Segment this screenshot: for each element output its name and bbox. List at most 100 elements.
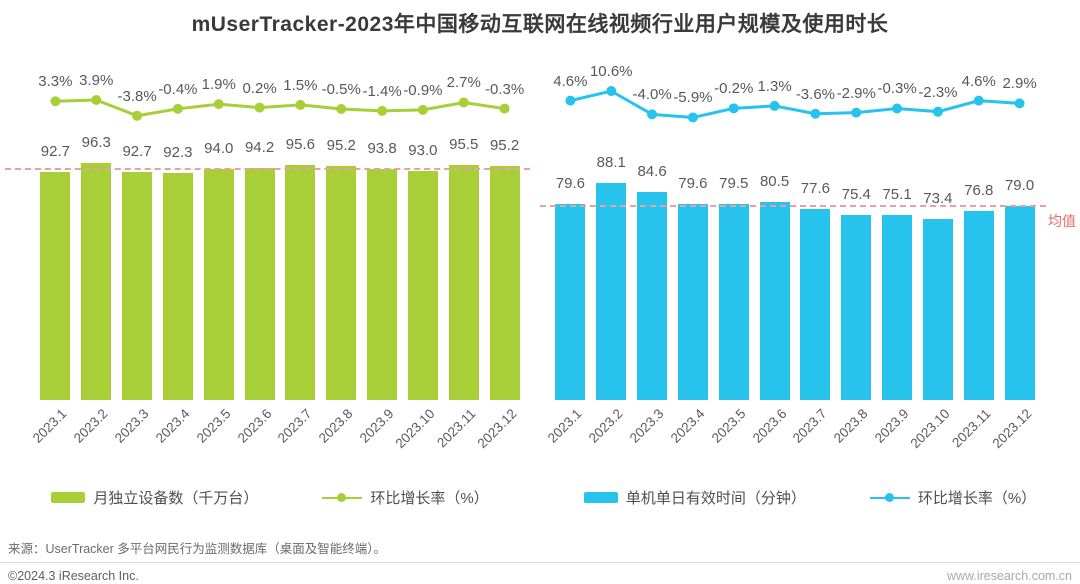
line-point <box>417 104 428 115</box>
growth-rate-label: -3.6% <box>795 85 835 103</box>
legend-bar-label: 单机单日有效时间（分钟） <box>625 490 806 507</box>
copyright: ©2024.3 iResearch Inc. <box>8 569 139 583</box>
line-point <box>565 95 576 106</box>
bar <box>637 191 668 400</box>
device-scale-chart: 月独立设备数（千万台） 环比增长率（%） 92.7 96.3 92.7 92.3 94.… <box>0 0 540 535</box>
bar <box>244 168 275 400</box>
bar-value-label: 92.7 <box>40 142 70 160</box>
bar <box>326 165 357 400</box>
line-point <box>810 108 821 119</box>
line-point <box>213 99 224 110</box>
growth-rate-label: -0.3% <box>484 80 525 98</box>
growth-rate-label: 2.9% <box>1002 75 1037 93</box>
line-point <box>1014 98 1025 109</box>
growth-rate-label: 3.9% <box>79 72 114 89</box>
line-point <box>647 109 658 120</box>
website-link[interactable]: www.iresearch.com.cn <box>946 569 1072 583</box>
growth-rate-label: 4.6% <box>553 72 588 90</box>
bar-value-label: 80.5 <box>759 172 790 190</box>
bar <box>555 204 586 400</box>
legend-right: 单机单日有效时间（分钟） 环比增长率（%） <box>540 487 1080 508</box>
bar-value-label: 96.3 <box>81 134 111 152</box>
growth-rate-label: 10.6% <box>589 63 633 81</box>
bar-value-label: 92.3 <box>163 143 193 161</box>
usage-time-chart: 单机单日有效时间（分钟） 环比增长率（%） 79.6 88.1 84.6 79.6 79… <box>540 0 1080 535</box>
footer-divider <box>0 562 1080 563</box>
line-point <box>295 99 306 110</box>
bar-value-label: 73.4 <box>923 190 953 208</box>
growth-rate-label: -0.2% <box>714 80 754 98</box>
legend-bar-label: 月独立设备数（千万台） <box>93 490 259 507</box>
bar-value-label: 77.6 <box>800 180 830 198</box>
bar-value-label: 75.4 <box>841 185 871 203</box>
bar <box>759 201 790 400</box>
bar <box>489 165 520 400</box>
growth-rate-label: 4.6% <box>961 72 996 90</box>
growth-rate-label: -4.0% <box>632 86 672 104</box>
growth-rate-label: 1.3% <box>757 77 792 95</box>
line-swatch-green <box>322 492 363 503</box>
bar-value-label: 95.2 <box>326 136 356 154</box>
growth-rate-label: -2.3% <box>918 83 958 101</box>
mean-dashed-line <box>540 205 1046 208</box>
growth-rate-label: -0.3% <box>877 80 917 98</box>
bar-value-label: 92.7 <box>122 142 152 160</box>
growth-rate-label: 1.9% <box>201 76 236 94</box>
mean-dashed-line <box>5 168 530 171</box>
bar-value-label: 95.6 <box>285 135 315 153</box>
bar-value-label: 79.5 <box>719 175 749 193</box>
bar-value-label: 93.0 <box>408 142 438 160</box>
page-title: mUserTracker-2023年中国移动互联网在线视频行业用户规模及使用时长 <box>191 13 889 36</box>
line-point <box>932 106 943 117</box>
growth-rate-label: -0.4% <box>158 80 198 98</box>
legend-left: 月独立设备数（千万台） 环比增长率（%） <box>0 487 540 508</box>
growth-rate-label: -2.9% <box>836 84 876 102</box>
bar-value-label: 93.8 <box>367 140 397 158</box>
line-point <box>254 102 265 113</box>
line-point <box>973 95 984 106</box>
legend-line-label: 环比增长率（%） <box>917 490 1037 507</box>
bar-value-label: 79.0 <box>1004 176 1035 194</box>
bar <box>841 214 872 400</box>
line-point <box>336 104 347 115</box>
legend-line-label: 环比增长率（%） <box>370 490 489 507</box>
growth-rate-label: 1.5% <box>283 76 318 94</box>
bar-value-label: 95.5 <box>449 136 479 154</box>
line-point <box>769 100 780 111</box>
bar-swatch-green <box>51 492 86 503</box>
bar <box>800 209 831 400</box>
bar <box>81 163 112 400</box>
growth-rate-label: -5.9% <box>673 89 713 107</box>
growth-rate-label: -3.8% <box>117 87 157 105</box>
bar <box>448 165 479 400</box>
bar <box>122 171 153 400</box>
line-point <box>687 112 698 123</box>
growth-rate-line <box>565 86 1025 123</box>
bar-value-label: 84.6 <box>637 162 667 180</box>
bar <box>1004 205 1035 400</box>
growth-rate-label: -1.4% <box>362 82 402 100</box>
bar-value-label: 88.1 <box>596 154 626 172</box>
bar <box>677 204 708 400</box>
growth-rate-line <box>50 95 510 121</box>
bar <box>963 211 994 400</box>
bar <box>882 215 913 400</box>
bar <box>596 183 627 400</box>
bar <box>162 172 193 400</box>
legend-line-item: 环比增长率（%） <box>869 487 1037 508</box>
legend-bar-item: 月独立设备数（千万台） <box>51 487 258 508</box>
bar <box>40 171 71 400</box>
growth-rate-label: -0.9% <box>403 81 443 99</box>
line-point <box>499 103 510 114</box>
line-point <box>458 97 469 108</box>
growth-rate-label: 2.7% <box>446 74 481 92</box>
bar-value-label: 75.1 <box>882 186 912 204</box>
line-point <box>892 103 903 114</box>
bar-value-label: 76.8 <box>964 182 994 200</box>
bar-value-label: 79.6 <box>555 175 585 193</box>
line-point <box>132 110 143 121</box>
line-swatch-blue <box>869 492 910 503</box>
bar <box>367 169 398 400</box>
line-point <box>606 86 617 97</box>
growth-rate-label: -0.5% <box>321 81 361 99</box>
